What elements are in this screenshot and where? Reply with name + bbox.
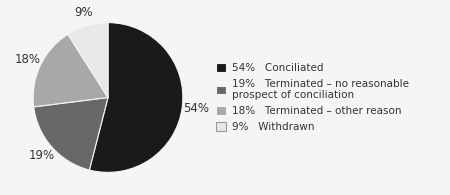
Text: 18%: 18% [15, 53, 41, 66]
Wedge shape [34, 98, 108, 170]
Text: 54%: 54% [183, 102, 209, 115]
Legend: 54%   Conciliated, 19%   Terminated – no reasonable
prospect of conciliation, 18: 54% Conciliated, 19% Terminated – no rea… [216, 63, 409, 132]
Wedge shape [90, 23, 183, 172]
Wedge shape [68, 23, 108, 98]
Wedge shape [33, 34, 108, 107]
Text: 9%: 9% [74, 6, 93, 19]
Text: 19%: 19% [29, 149, 55, 162]
